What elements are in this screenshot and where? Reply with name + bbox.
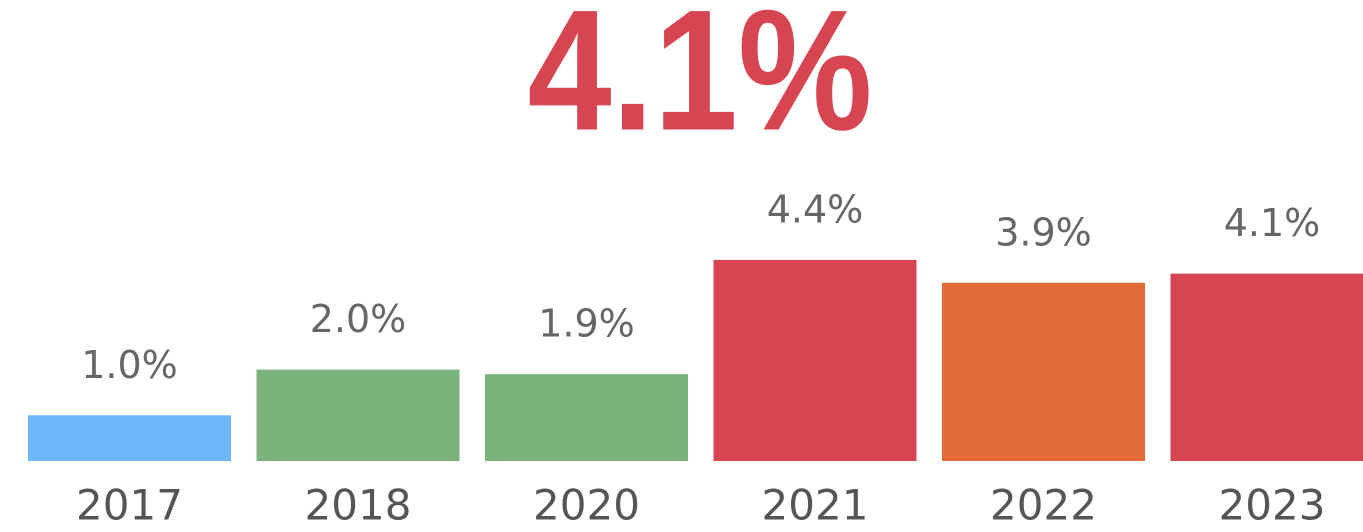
value-label: 4.1%: [1224, 201, 1321, 245]
bar: [485, 374, 688, 461]
x-tick-label: 2017: [76, 481, 183, 530]
value-label: 1.0%: [81, 343, 178, 387]
x-tick-label: 2023: [1219, 481, 1326, 530]
bar: [942, 282, 1145, 461]
plot-area: 1.0% 2.0% 1.9% 4.4% 3.9% 4.1%: [28, 187, 1363, 461]
x-tick-label: 2020: [533, 481, 640, 530]
value-label: 2.0%: [310, 297, 407, 341]
x-tick-label: 2022: [990, 481, 1097, 530]
headline: 4.1%: [528, 0, 873, 166]
bar: [256, 369, 460, 461]
bar: [1170, 273, 1363, 461]
x-tick-label: 2021: [762, 481, 869, 530]
bar: [713, 259, 917, 461]
x-tick-label: 2018: [305, 481, 412, 530]
value-label: 1.9%: [538, 302, 635, 346]
value-label: 3.9%: [995, 210, 1092, 254]
bar: [28, 415, 231, 461]
value-label: 4.4%: [767, 187, 864, 231]
